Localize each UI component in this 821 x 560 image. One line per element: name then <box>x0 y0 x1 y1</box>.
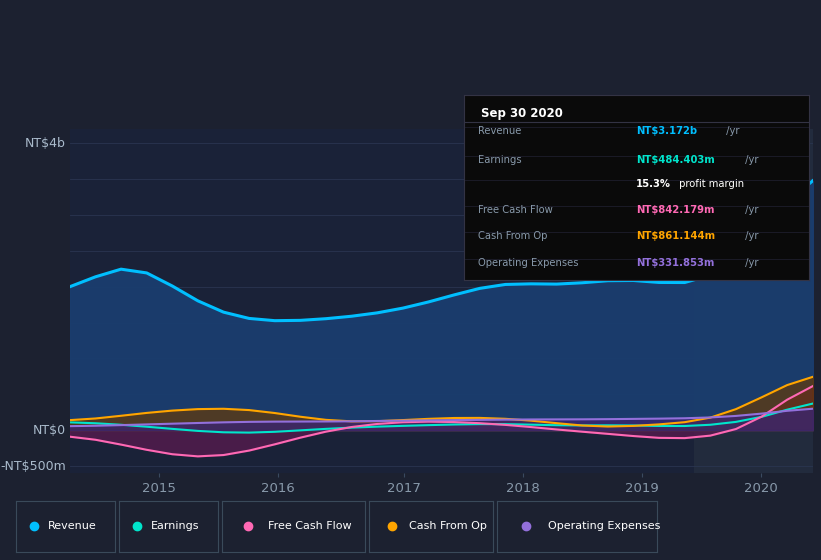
Text: NT$484.403m: NT$484.403m <box>636 155 715 165</box>
Text: NT$861.144m: NT$861.144m <box>636 231 715 241</box>
Text: NT$4b: NT$4b <box>25 137 66 150</box>
Text: Cash From Op: Cash From Op <box>478 231 547 241</box>
Text: Cash From Op: Cash From Op <box>409 521 487 531</box>
Text: profit margin: profit margin <box>676 179 744 189</box>
Text: Earnings: Earnings <box>150 521 199 531</box>
Text: NT$331.853m: NT$331.853m <box>636 258 714 268</box>
Text: Operating Expenses: Operating Expenses <box>548 521 660 531</box>
Text: NT$842.179m: NT$842.179m <box>636 205 715 215</box>
Text: NT$0: NT$0 <box>33 424 66 437</box>
Text: /yr: /yr <box>742 205 759 215</box>
Text: NT$3.172b: NT$3.172b <box>636 125 697 136</box>
Text: -NT$500m: -NT$500m <box>0 460 66 473</box>
Text: /yr: /yr <box>742 155 759 165</box>
Text: Free Cash Flow: Free Cash Flow <box>478 205 553 215</box>
Text: Revenue: Revenue <box>478 125 521 136</box>
Text: Earnings: Earnings <box>478 155 521 165</box>
Text: Sep 30 2020: Sep 30 2020 <box>481 107 563 120</box>
Text: Operating Expenses: Operating Expenses <box>478 258 578 268</box>
Bar <box>694 129 813 473</box>
Text: Free Cash Flow: Free Cash Flow <box>268 521 351 531</box>
Text: Revenue: Revenue <box>48 521 97 531</box>
Text: /yr: /yr <box>742 231 759 241</box>
Text: 15.3%: 15.3% <box>636 179 672 189</box>
Text: /yr: /yr <box>742 258 759 268</box>
Text: /yr: /yr <box>723 125 740 136</box>
